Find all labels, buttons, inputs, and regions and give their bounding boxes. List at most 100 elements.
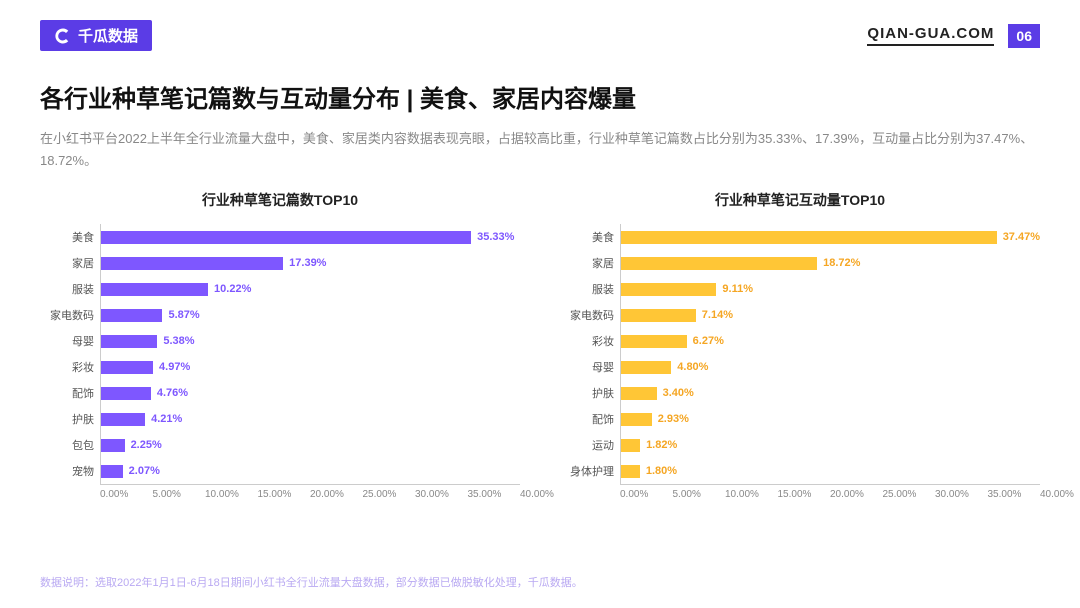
bar-value: 10.22% bbox=[214, 283, 251, 295]
x-tick: 30.00% bbox=[415, 489, 468, 500]
bar-value: 2.93% bbox=[658, 413, 689, 425]
header: 千瓜数据 QIAN-GUA.COM 06 bbox=[0, 0, 1080, 61]
x-tick: 35.00% bbox=[468, 489, 521, 500]
bar-track: 4.21% bbox=[100, 406, 520, 432]
bar-row: 身体护理 1.80% bbox=[560, 458, 1040, 484]
site-url: QIAN-GUA.COM bbox=[867, 25, 994, 46]
bar-value: 35.33% bbox=[477, 231, 514, 243]
bar-label: 护肤 bbox=[560, 385, 620, 401]
bar-fill bbox=[621, 283, 716, 296]
bar-row: 配饰 4.76% bbox=[40, 380, 520, 406]
bar-value: 4.80% bbox=[677, 361, 708, 373]
x-tick: 20.00% bbox=[830, 489, 883, 500]
bar-value: 2.25% bbox=[131, 439, 162, 451]
bar-label: 宠物 bbox=[40, 463, 100, 479]
bar-fill bbox=[101, 413, 145, 426]
page-title: 各行业种草笔记篇数与互动量分布 | 美食、家居内容爆量 bbox=[40, 79, 1040, 114]
bar-row: 美食 35.33% bbox=[40, 224, 520, 250]
bar-track: 6.27% bbox=[620, 328, 1040, 354]
bar-track: 4.80% bbox=[620, 354, 1040, 380]
bar-track: 5.87% bbox=[100, 302, 520, 328]
bar-fill bbox=[101, 283, 208, 296]
bar-fill bbox=[101, 231, 471, 244]
x-tick: 15.00% bbox=[258, 489, 311, 500]
bar-track: 1.82% bbox=[620, 432, 1040, 458]
bar-fill bbox=[621, 413, 652, 426]
x-tick: 10.00% bbox=[205, 489, 258, 500]
bar-label: 美食 bbox=[560, 229, 620, 245]
logo-badge: 千瓜数据 bbox=[40, 20, 152, 51]
bar-row: 彩妆4.97% bbox=[40, 354, 520, 380]
bar-label: 运动 bbox=[560, 437, 620, 453]
bar-label: 美食 bbox=[40, 229, 100, 245]
bar-value: 17.39% bbox=[289, 257, 326, 269]
x-tick: 35.00% bbox=[988, 489, 1041, 500]
bar-row: 美食 37.47% bbox=[560, 224, 1040, 250]
bar-fill bbox=[101, 465, 123, 478]
chart-left-body: 美食 35.33% 家居 17.39% 服装10.22%家电数码5.87%母婴5.38%… bbox=[40, 224, 520, 484]
bar-track: 10.22% bbox=[100, 276, 520, 302]
bar-label: 家居 bbox=[40, 255, 100, 271]
bar-value: 18.72% bbox=[823, 257, 860, 269]
x-tick: 40.00% bbox=[520, 489, 554, 500]
bar-fill bbox=[101, 387, 151, 400]
footnote: 数据说明：选取2022年1月1日-6月18日期间小红书全行业流量大盘数据，部分数… bbox=[40, 574, 583, 590]
bar-track: 4.76% bbox=[100, 380, 520, 406]
bar-value: 1.80% bbox=[646, 465, 677, 477]
bar-row: 彩妆6.27% bbox=[560, 328, 1040, 354]
x-tick: 40.00% bbox=[1040, 489, 1074, 500]
x-tick: 15.00% bbox=[778, 489, 831, 500]
bar-value: 37.47% bbox=[1003, 231, 1040, 243]
bar-track: 4.97% bbox=[100, 354, 520, 380]
bar-track: 7.14% bbox=[620, 302, 1040, 328]
bar-row: 包包2.25% bbox=[40, 432, 520, 458]
bar-fill bbox=[621, 465, 640, 478]
content: 各行业种草笔记篇数与互动量分布 | 美食、家居内容爆量 在小红书平台2022上半… bbox=[0, 61, 1080, 500]
charts-row: 行业种草笔记篇数TOP10 美食35.33%家居17.39%服装10.22%家电… bbox=[40, 190, 1040, 500]
x-tick: 25.00% bbox=[883, 489, 936, 500]
bar-track: 2.25% bbox=[100, 432, 520, 458]
bar-row: 服装10.22% bbox=[40, 276, 520, 302]
bar-value: 6.27% bbox=[693, 335, 724, 347]
bar-fill bbox=[101, 361, 153, 374]
bar-fill bbox=[101, 335, 157, 348]
bar-fill bbox=[621, 309, 696, 322]
bar-row: 家电数码5.87% bbox=[40, 302, 520, 328]
bar-value: 7.14% bbox=[702, 309, 733, 321]
bar-row: 家电数码 7.14% bbox=[560, 302, 1040, 328]
chart-left: 行业种草笔记篇数TOP10 美食35.33%家居17.39%服装10.22%家电… bbox=[40, 190, 520, 500]
bar-fill bbox=[621, 257, 817, 270]
bar-row: 护肤3.40% bbox=[560, 380, 1040, 406]
x-tick: 5.00% bbox=[153, 489, 206, 500]
logo-text: 千瓜数据 bbox=[78, 25, 138, 46]
bar-label: 身体护理 bbox=[560, 463, 620, 479]
bar-fill bbox=[101, 309, 162, 322]
chart-right-axis: 0.00%5.00%10.00%15.00%20.00%25.00%30.00%… bbox=[620, 484, 1040, 500]
page-number: 06 bbox=[1008, 24, 1040, 48]
header-right: QIAN-GUA.COM 06 bbox=[867, 24, 1040, 48]
chart-right-body: 美食37.47%家居18.72%服装9.11%家电数码7.14%彩妆6.27%母… bbox=[560, 224, 1040, 484]
chart-right-title: 行业种草笔记互动量TOP10 bbox=[560, 190, 1040, 210]
bar-row: 母婴5.38% bbox=[40, 328, 520, 354]
bar-fill bbox=[621, 231, 997, 244]
bar-value: 4.21% bbox=[151, 413, 182, 425]
bar-track: 5.38% bbox=[100, 328, 520, 354]
x-tick: 30.00% bbox=[935, 489, 988, 500]
bar-fill bbox=[621, 335, 687, 348]
bar-label: 家电数码 bbox=[560, 307, 620, 323]
bar-row: 母婴 4.80% bbox=[560, 354, 1040, 380]
bar-fill bbox=[621, 439, 640, 452]
bar-track: 3.40% bbox=[620, 380, 1040, 406]
bar-fill bbox=[621, 387, 657, 400]
bar-track: 18.72% bbox=[620, 250, 1040, 276]
bar-value: 4.76% bbox=[157, 387, 188, 399]
bar-row: 宠物2.07% bbox=[40, 458, 520, 484]
bar-label: 母婴 bbox=[560, 359, 620, 375]
bar-fill bbox=[621, 361, 671, 374]
bar-track: 37.47% bbox=[620, 224, 1040, 250]
x-tick: 0.00% bbox=[100, 489, 153, 500]
bar-row: 服装9.11% bbox=[560, 276, 1040, 302]
bar-label: 服装 bbox=[560, 281, 620, 297]
bar-label: 配饰 bbox=[40, 385, 100, 401]
bar-label: 配饰 bbox=[560, 411, 620, 427]
